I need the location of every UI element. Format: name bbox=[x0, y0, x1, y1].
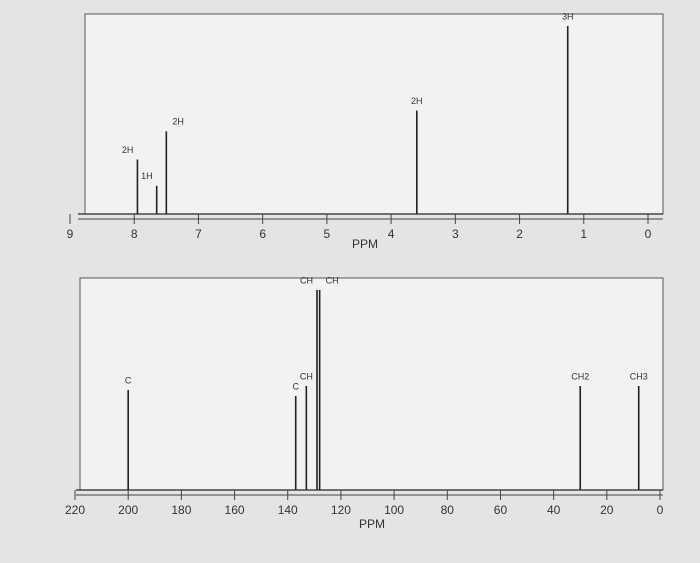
x-tick-label: 200 bbox=[118, 503, 138, 517]
peak-label: C bbox=[125, 375, 132, 385]
x-tick-label: 40 bbox=[547, 503, 561, 517]
x-tick-label: 2 bbox=[516, 227, 523, 241]
x-axis-label: PPM bbox=[352, 237, 378, 251]
peak-label: 1H bbox=[141, 171, 153, 181]
peak-label: CH3 bbox=[630, 371, 648, 381]
x-tick-label: 6 bbox=[259, 227, 266, 241]
x-tick-label: 3 bbox=[452, 227, 459, 241]
x-tick-label: 60 bbox=[494, 503, 508, 517]
peak-label: CH bbox=[326, 275, 339, 285]
peak-label: CH bbox=[300, 275, 313, 285]
x-tick-label: 220 bbox=[65, 503, 85, 517]
x-tick-label: 5 bbox=[324, 227, 331, 241]
x-tick-label: 9 bbox=[67, 227, 74, 241]
peak-label: 2H bbox=[122, 145, 134, 155]
x-tick-label: 160 bbox=[225, 503, 245, 517]
x-tick-label: 120 bbox=[331, 503, 351, 517]
x-tick-label: 0 bbox=[657, 503, 664, 517]
x-axis-label: PPM bbox=[359, 517, 385, 531]
peak-label: 2H bbox=[172, 117, 184, 127]
x-tick-label: 0 bbox=[645, 227, 652, 241]
peak-label: 2H bbox=[411, 96, 423, 106]
peak-label: CH2 bbox=[571, 371, 589, 381]
plot-box bbox=[79, 277, 664, 491]
peak-label: 3H bbox=[562, 11, 574, 21]
x-tick-label: 7 bbox=[195, 227, 202, 241]
plot-box bbox=[84, 13, 664, 215]
x-tick-label: 1 bbox=[580, 227, 587, 241]
x-tick-label: 100 bbox=[384, 503, 404, 517]
x-tick-label: 20 bbox=[600, 503, 614, 517]
x-tick-label: 8 bbox=[131, 227, 138, 241]
peak-label: C bbox=[292, 381, 299, 391]
x-tick-label: 180 bbox=[171, 503, 191, 517]
x-tick-label: 140 bbox=[278, 503, 298, 517]
x-tick-label: 80 bbox=[441, 503, 455, 517]
peak-label: CH bbox=[300, 371, 313, 381]
x-tick-label: 4 bbox=[388, 227, 395, 241]
